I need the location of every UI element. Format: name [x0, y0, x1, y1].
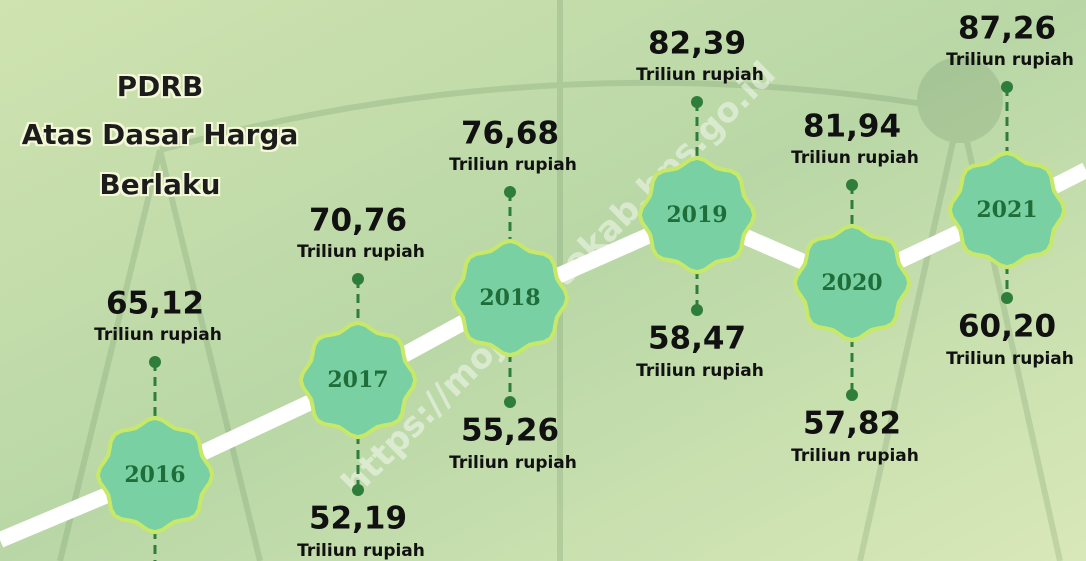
top-unit: Triliun rupiah	[297, 242, 425, 262]
bottom-unit: Triliun rupiah	[297, 541, 425, 561]
connector-dot	[504, 396, 516, 408]
title-line: PDRB	[117, 70, 204, 103]
connector-dot	[149, 356, 161, 368]
connector-dot	[691, 96, 703, 108]
year-label: 2017	[327, 367, 388, 393]
bottom-value: 57,82	[803, 406, 901, 442]
connector-dot	[1001, 292, 1013, 304]
top-value: 70,76	[309, 203, 407, 239]
year-label: 2021	[976, 197, 1037, 223]
bottom-unit: Triliun rupiah	[636, 361, 764, 381]
year-label: 2020	[821, 270, 882, 296]
top-unit: Triliun rupiah	[636, 65, 764, 85]
title-line: Berlaku	[99, 168, 220, 201]
connector-dot	[1001, 81, 1013, 93]
connector-dot	[352, 273, 364, 285]
infographic: https://mojokertokab.bps.go.id 201665,12…	[0, 0, 1086, 561]
bottom-unit: Triliun rupiah	[946, 349, 1074, 369]
year-label: 2018	[479, 285, 540, 311]
title-line: Atas Dasar Harga	[22, 118, 299, 151]
top-value: 65,12	[106, 286, 204, 322]
top-unit: Triliun rupiah	[791, 148, 919, 168]
connector-dot	[846, 179, 858, 191]
bottom-unit: Triliun rupiah	[791, 446, 919, 466]
bottom-value: 58,47	[648, 321, 746, 357]
connector-dot	[352, 484, 364, 496]
top-value: 81,94	[803, 109, 901, 145]
year-label: 2016	[124, 462, 185, 488]
connector-dot	[691, 304, 703, 316]
bottom-value: 52,19	[309, 501, 407, 537]
connector-dot	[504, 186, 516, 198]
year-label: 2019	[666, 202, 727, 228]
bottom-value: 60,20	[958, 309, 1056, 345]
bottom-value: 55,26	[461, 413, 559, 449]
connector-dot	[846, 389, 858, 401]
top-unit: Triliun rupiah	[94, 325, 222, 345]
top-value: 87,26	[958, 11, 1056, 47]
top-value: 76,68	[461, 116, 559, 152]
top-unit: Triliun rupiah	[946, 50, 1074, 70]
top-value: 82,39	[648, 26, 746, 62]
top-unit: Triliun rupiah	[449, 155, 577, 175]
bottom-unit: Triliun rupiah	[449, 453, 577, 473]
